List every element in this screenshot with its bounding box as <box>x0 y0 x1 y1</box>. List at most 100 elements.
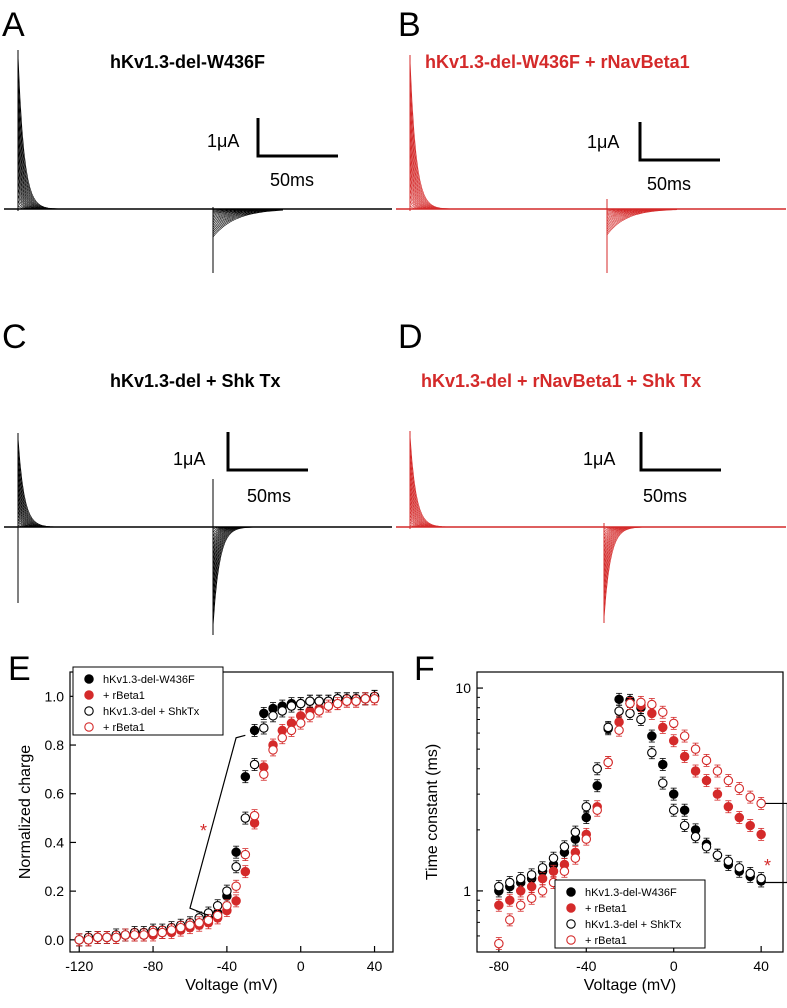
data-point <box>668 718 679 729</box>
data-point <box>581 801 592 812</box>
trace-off-gating <box>212 526 263 562</box>
data-point <box>249 725 260 736</box>
data-point <box>305 696 315 706</box>
data-point <box>295 718 306 728</box>
panel-title-a: hKv1.3-del-W436F <box>110 52 265 72</box>
data-point <box>259 708 269 719</box>
scale-bar-d: 1μA 50ms <box>583 432 721 506</box>
data-point <box>231 862 241 872</box>
data-point <box>537 886 548 896</box>
data-point <box>526 870 537 880</box>
data-point <box>658 722 668 733</box>
data-point <box>526 893 537 904</box>
x-tick-label: 0 <box>297 958 305 974</box>
trace-on-gating <box>409 58 461 210</box>
data-point <box>369 694 380 704</box>
x-tick-label: -80 <box>143 958 163 974</box>
trace-off-gating <box>603 526 654 560</box>
series-3 <box>74 692 380 947</box>
data-point <box>494 881 504 892</box>
panel-letter-e: E <box>8 650 31 688</box>
trace-on-gating <box>17 53 69 210</box>
data-point <box>679 751 690 762</box>
data-point <box>259 723 269 733</box>
legend: hKv1.3-del-W436F + rBeta1 hKv1.3-del + Shk… <box>72 666 224 736</box>
legend-marker <box>84 706 94 716</box>
scale-time-label-d: 50ms <box>643 486 687 506</box>
current-traces-c <box>4 433 392 635</box>
data-point <box>203 915 214 926</box>
legend-entry: hKv1.3-del + ShkTx <box>585 919 682 931</box>
trace-off-gating <box>606 209 678 236</box>
x-axis-label: Voltage (mV) <box>185 977 277 994</box>
data-point <box>559 866 570 877</box>
data-point <box>194 918 204 928</box>
data-point <box>658 778 668 788</box>
legend-box <box>554 879 706 949</box>
legend-marker <box>566 903 576 913</box>
y-tick-label: 0.6 <box>45 786 65 802</box>
data-point <box>249 810 260 821</box>
data-point <box>83 935 94 945</box>
data-point <box>570 853 581 863</box>
y-tick-label: 0.8 <box>45 737 65 753</box>
data-point <box>756 829 766 840</box>
data-point <box>592 780 602 791</box>
legend: hKv1.3-del-W436F + rBeta1 hKv1.3-del + Shk… <box>554 879 706 949</box>
data-point <box>668 805 679 815</box>
data-point <box>277 706 288 716</box>
y-tick-label: 0.2 <box>45 883 65 899</box>
trace-on-gating <box>17 97 68 210</box>
data-point <box>712 766 723 776</box>
data-point <box>74 935 84 945</box>
legend-marker <box>84 722 94 732</box>
data-point <box>222 886 232 896</box>
scale-bar-b: 1μA 50ms <box>587 122 720 194</box>
legend-entry: hKv1.3-del-W436F <box>103 674 195 686</box>
panel-b: B hKv1.3-del-W436F + rNavBeta1 1μA 50ms <box>396 6 786 273</box>
data-point <box>277 732 288 743</box>
scale-current-label-a: 1μA <box>207 131 239 151</box>
x-tick-label: 40 <box>753 958 769 974</box>
panel-letter-c: C <box>2 318 27 356</box>
data-point <box>314 696 324 706</box>
data-point <box>505 915 515 925</box>
data-point <box>603 757 613 768</box>
data-point <box>240 813 251 823</box>
data-point <box>614 725 624 735</box>
data-point <box>636 714 646 725</box>
data-point <box>231 847 241 857</box>
legend-marker <box>84 690 94 700</box>
legend-entry: + rBeta1 <box>103 690 145 702</box>
significance-bracket-e <box>189 734 246 917</box>
current-traces-a <box>4 50 392 273</box>
data-point <box>494 938 504 949</box>
legend-marker <box>566 887 576 897</box>
data-point <box>679 731 690 741</box>
data-point <box>537 863 548 873</box>
data-point <box>581 812 592 823</box>
data-point <box>734 783 745 794</box>
data-point <box>745 820 755 831</box>
legend-marker <box>566 935 576 945</box>
data-point <box>332 698 343 709</box>
legend-marker <box>84 674 94 684</box>
significance-star-f: * <box>764 856 771 876</box>
legend-marker <box>566 919 576 929</box>
data-point <box>342 696 352 706</box>
data-point <box>690 766 701 776</box>
trace-on-gating <box>409 460 460 528</box>
data-point <box>647 731 657 741</box>
scale-current-label-b: 1μA <box>587 132 619 152</box>
data-point <box>185 920 195 930</box>
data-point <box>712 789 723 799</box>
data-point <box>526 881 537 892</box>
data-point <box>745 792 755 802</box>
data-point <box>592 764 602 774</box>
data-point <box>212 900 223 911</box>
data-point <box>268 711 278 721</box>
trace-off-gating <box>212 209 284 238</box>
y-tick-label: 10 <box>455 680 471 696</box>
chart-f: F -80 -40 0 40 1 10 Voltage (mV) Time constant … <box>414 650 787 994</box>
y-axis-label: Time constant (ms) <box>424 744 441 880</box>
